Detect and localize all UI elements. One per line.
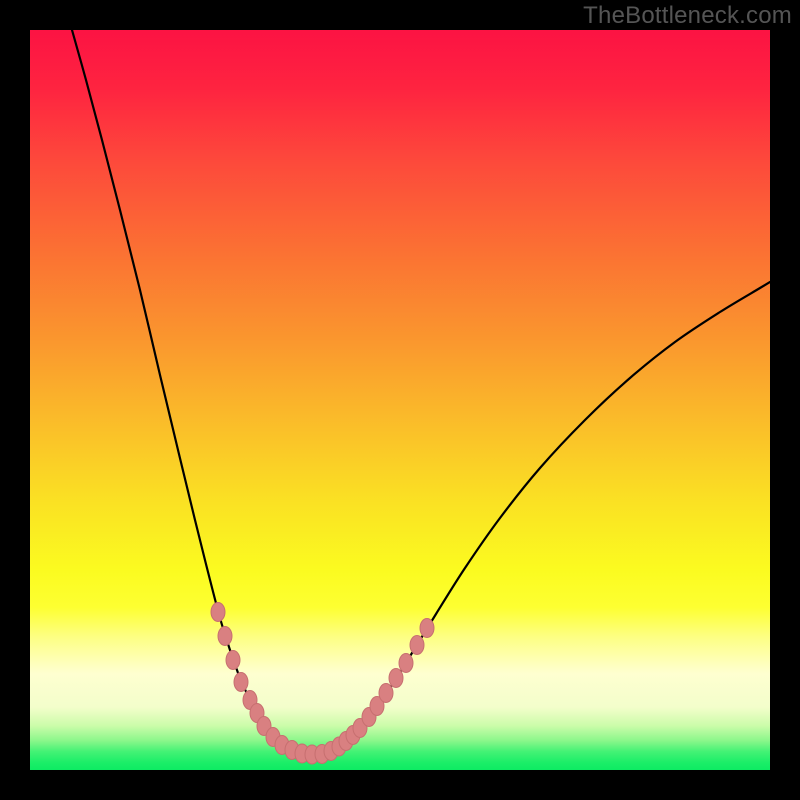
curve-marker [226, 651, 240, 670]
curve-marker [410, 636, 424, 655]
watermark-text: TheBottleneck.com [583, 2, 792, 30]
curve-marker [389, 669, 403, 688]
curve-marker [420, 619, 434, 638]
curve-marker [399, 654, 413, 673]
curve-marker [379, 684, 393, 703]
curve-marker [234, 673, 248, 692]
curve-marker [211, 603, 225, 622]
recommended-range-markers [211, 603, 434, 765]
curve-marker [218, 627, 232, 646]
v-curve-chart [0, 0, 800, 800]
